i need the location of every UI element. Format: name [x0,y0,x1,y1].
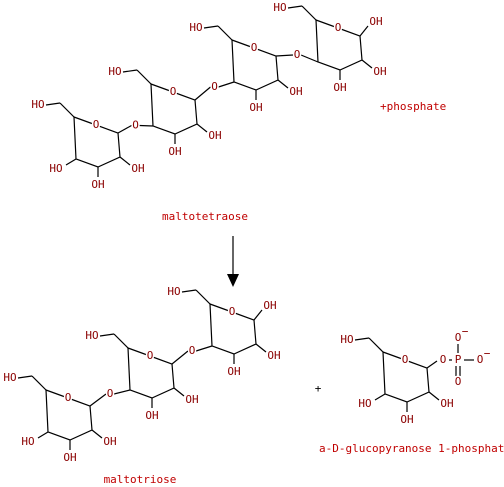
bond [31,375,47,391]
bond [368,337,384,353]
bond [359,25,369,37]
bond [117,124,132,134]
cosubstrate-name: +phosphate [380,100,446,113]
atom-label: HO [49,162,62,175]
atom-label: OH [91,178,104,191]
atom-label: OH [103,435,116,448]
atom-label: HO [189,21,202,34]
atom-label: O [455,331,462,344]
bond [196,123,208,133]
arrow-head [227,274,239,287]
atom-label: OH [63,451,76,464]
atom-label: O [455,375,462,388]
bond [45,102,61,106]
atom-label: O [440,353,447,366]
bond [428,391,440,401]
atom-label: HO [273,1,286,14]
atom-label: OH [145,409,158,422]
atom-label: O [170,85,177,98]
atom-label: − [484,347,491,360]
bond [354,337,370,341]
reactant-name: maltotetraose [162,210,248,223]
atom-label: OH [185,393,198,406]
bond [113,333,129,349]
bond [300,54,319,63]
bond [217,25,233,41]
bond [194,86,211,101]
atom-label: O [93,118,100,131]
atom-label: HO [108,65,121,78]
product-name: maltotriose [104,473,177,486]
bond [275,54,294,57]
atom-label: O [132,119,139,132]
atom-label: O [294,48,301,61]
bond [195,289,211,305]
bond [122,69,138,73]
product-name: a-D-glucopyranose 1-phosphate [319,442,504,455]
atom-label: O [189,344,196,357]
bond [99,333,115,337]
atom-label: OH [400,413,413,426]
bond [119,156,131,166]
atom-label: OH [249,101,262,114]
bonds [17,5,474,450]
atom-label: P [455,353,462,366]
bond [287,5,303,9]
atom-label: O [477,353,484,366]
bond [195,345,213,352]
bond [173,387,185,397]
atom-label: HO [340,333,353,346]
bond [277,79,289,89]
bond [113,389,131,395]
atom-label: O [107,387,114,400]
atom-label: O [65,391,72,404]
atom-label: OH [168,145,181,158]
bond [136,69,152,85]
atom-label: OH [373,65,386,78]
bond [91,429,103,439]
atom-label: OH [440,397,453,410]
atom-label: O [211,80,218,93]
atom-label: HO [31,98,44,111]
bond [181,289,197,293]
bond [301,5,317,21]
atom-label: − [462,325,469,338]
atom-label: O [147,349,154,362]
atom-label: OH [131,162,144,175]
bond [255,343,267,353]
bond [59,102,75,118]
atom-label: O [229,305,236,318]
atom-label: OH [369,15,382,28]
atom-label: O [335,21,342,34]
bond [65,158,77,166]
atom-label: HO [21,435,34,448]
atom-label: OH [289,85,302,98]
atom-label: HO [3,371,16,384]
atom-label: OH [227,365,240,378]
atom-label: O [402,353,409,366]
atom-label: HO [358,397,371,410]
bond [218,81,235,88]
bond [139,124,154,127]
atom-label: OH [263,299,276,312]
atom-label: OH [333,81,346,94]
atom-label: O [251,41,258,54]
bond [426,360,438,369]
bond [37,431,49,439]
bond [89,393,107,407]
bond [203,25,219,29]
bond [17,375,33,379]
atom-label: HO [167,285,180,298]
bond [374,393,386,401]
bond [361,59,373,69]
bond [171,350,189,365]
atom-label: OH [208,129,221,142]
atom-label: HO [85,329,98,342]
atom-label: OH [267,349,280,362]
bond [253,309,263,321]
plus-sign: + [315,382,322,395]
